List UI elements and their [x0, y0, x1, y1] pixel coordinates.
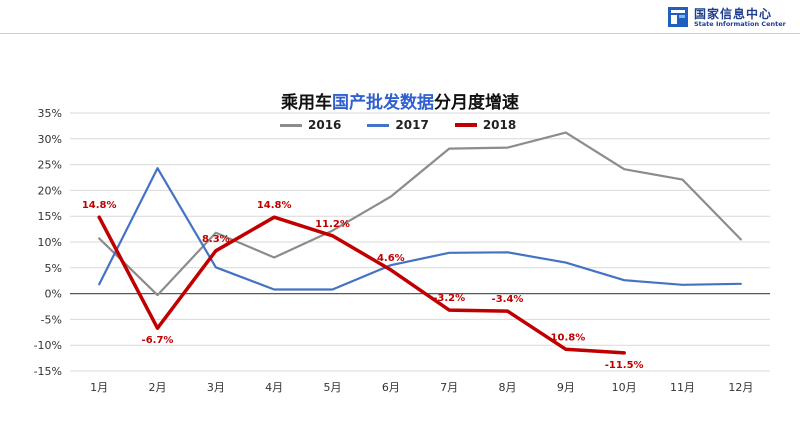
- x-tick-label: 7月: [440, 381, 458, 394]
- data-label-2018: -11.5%: [605, 360, 644, 371]
- data-label-2018: -3.4%: [492, 294, 524, 305]
- y-tick-label: -10%: [34, 339, 62, 352]
- series-line-2018: [97, 215, 626, 355]
- legend-label: 2017: [395, 118, 429, 132]
- y-tick-label: 0%: [45, 288, 62, 301]
- data-label-2018: -6.7%: [142, 335, 174, 346]
- x-tick-label: 2月: [149, 381, 167, 394]
- data-label-2018: 8.3%: [202, 234, 230, 245]
- org-name-cn: 国家信息中心: [694, 7, 773, 21]
- legend-label: 2018: [482, 118, 517, 132]
- chart-title-part: 乘用车: [281, 93, 332, 113]
- data-label-2018: 14.8%: [257, 200, 292, 211]
- y-tick-label: 20%: [38, 184, 62, 197]
- legend-item-2016: 2016: [280, 118, 341, 132]
- chart-title-part: 分月度增速: [434, 93, 519, 113]
- y-tick-label: 15%: [38, 210, 62, 223]
- header-divider: [0, 33, 800, 34]
- chart-title-part: 国产批发数据: [332, 93, 434, 113]
- series-line-2017: [98, 167, 742, 291]
- x-tick-label: 11月: [670, 381, 695, 394]
- legend-swatch: [454, 123, 477, 127]
- data-label-2018: -3.2%: [433, 293, 465, 304]
- legend-item-2017: 2017: [367, 118, 429, 132]
- y-tick-label: 30%: [38, 133, 62, 146]
- y-tick-label: -15%: [34, 365, 62, 378]
- x-tick-label: 1月: [90, 381, 108, 394]
- x-tick-label: 4月: [265, 381, 283, 394]
- data-label-2018: 11.2%: [315, 219, 350, 230]
- chart-legend: 2016 2017 2018: [280, 116, 516, 134]
- org-logo: 国家信息中心 State Information Center: [668, 4, 796, 30]
- x-tick-label: 8月: [499, 381, 517, 394]
- org-name-en: State Information Center: [694, 20, 786, 28]
- legend-item-2018: 2018: [454, 118, 517, 132]
- data-label-2018: -10.8%: [546, 332, 585, 343]
- x-tick-label: 6月: [382, 381, 400, 394]
- x-tick-label: 10月: [612, 381, 637, 394]
- chart-title: 乘用车国产批发数据分月度增速: [0, 88, 800, 113]
- data-label-2018: 14.8%: [82, 200, 117, 211]
- state-information-center-logo-icon: [668, 7, 688, 27]
- y-tick-label: 5%: [45, 262, 62, 275]
- legend-label: 2016: [308, 118, 342, 132]
- series-line-2016: [98, 131, 742, 297]
- y-tick-label: 35%: [38, 107, 62, 120]
- y-tick-label: -5%: [41, 313, 62, 326]
- y-tick-label: 25%: [38, 159, 62, 172]
- data-label-2018: 4.6%: [377, 253, 405, 264]
- x-tick-label: 3月: [207, 381, 225, 394]
- y-tick-label: 10%: [38, 236, 62, 249]
- legend-swatch: [280, 123, 302, 127]
- x-tick-label: 9月: [557, 381, 575, 394]
- x-tick-label: 12月: [728, 381, 753, 394]
- x-tick-label: 5月: [324, 381, 342, 394]
- legend-swatch: [367, 123, 390, 127]
